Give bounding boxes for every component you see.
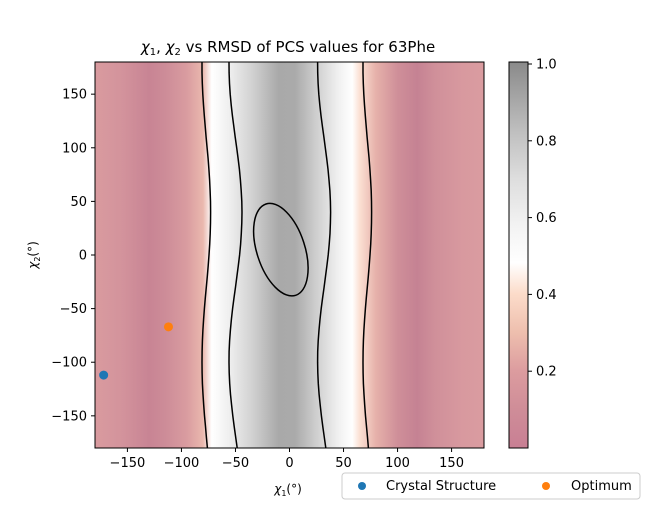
heatmap-background [95, 62, 484, 448]
colorbar-frame [508, 61, 529, 449]
colorbar-tick-label: 0.2 [536, 365, 557, 380]
legend-marker-crystal [358, 482, 366, 490]
x-tick-label: 0 [285, 456, 293, 471]
contour-right-outer [362, 62, 373, 448]
contour-inner-ellipse [252, 202, 309, 297]
colorbar-tick-label: 0.6 [536, 211, 557, 226]
contour-left-inner [228, 62, 243, 448]
colorbar-tick-label: 1.0 [536, 58, 557, 73]
contour-lines [201, 62, 373, 448]
x-tick-label: −150 [110, 456, 146, 471]
y-tick-label: 50 [70, 195, 87, 210]
x-tick-label: −50 [222, 456, 249, 471]
colorbar: 1.0 0.8 0.6 0.4 0.2 [508, 58, 557, 449]
x-axis-ticks: −150 −100 −50 0 50 100 150 [110, 448, 464, 471]
y-tick-label: 100 [62, 141, 87, 156]
x-tick-label: 100 [385, 456, 410, 471]
colorbar-ticks: 1.0 0.8 0.6 0.4 0.2 [528, 58, 557, 380]
x-tick-label: 50 [335, 456, 352, 471]
x-axis-label: χ1(°) [273, 482, 302, 498]
chart-title: χ1, χ2 vs RMSD of PCS values for 63Phe [140, 38, 435, 58]
legend-label-crystal: Crystal Structure [386, 479, 496, 494]
colorbar-tick-label: 0.8 [536, 134, 557, 149]
y-tick-label: 0 [79, 249, 87, 264]
colorbar-tick-label: 0.4 [536, 288, 557, 303]
legend-marker-optimum [542, 482, 550, 490]
y-axis-label: χ2(°) [26, 241, 42, 270]
contour-right-inner [316, 62, 332, 448]
point-crystal-structure [99, 370, 109, 380]
y-tick-label: −50 [60, 302, 87, 317]
plot-area [95, 62, 484, 448]
legend-label-optimum: Optimum [571, 479, 632, 494]
x-tick-label: −100 [164, 456, 200, 471]
y-axis-ticks: 150 100 50 0 −50 −100 −150 [51, 88, 95, 424]
legend-box [341, 472, 641, 500]
y-tick-label: 150 [62, 88, 87, 103]
y-tick-label: −100 [51, 356, 87, 371]
legend: Crystal Structure Optimum [341, 472, 641, 500]
x-tick-label: 150 [439, 456, 464, 471]
y-tick-label: −150 [51, 409, 87, 424]
colorbar-fill [509, 62, 528, 448]
point-optimum [163, 322, 173, 332]
contour-left-outer [201, 62, 212, 448]
scatter-points [99, 322, 173, 380]
